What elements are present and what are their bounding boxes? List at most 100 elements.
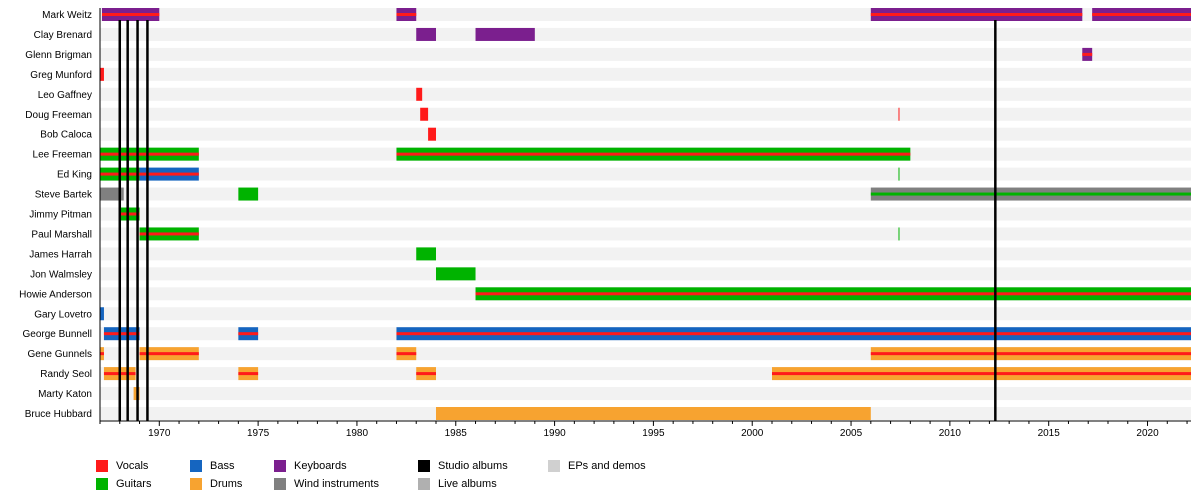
x-tick-label: 1995 [642,428,665,439]
member-bar-stripe [139,232,199,236]
member-name: Clay Brenard [34,30,92,41]
member-name: Glenn Brigman [25,50,92,61]
member-bar-stripe [870,13,1083,16]
legend-swatch [418,478,430,490]
member-name: Paul Marshall [31,229,92,240]
row-background [100,107,1191,121]
member-name: Gary Lovetro [34,309,92,320]
member-name: Gene Gunnels [28,349,93,360]
legend-swatch [274,478,286,490]
legend-item: Wind instruments [274,478,379,490]
member-bar [416,247,436,261]
member-bar-stripe [139,172,199,176]
x-tick-label: 2020 [1136,428,1159,439]
member-bar [435,407,871,420]
member-name: Randy Seol [40,369,92,380]
member-name: Greg Munford [30,70,92,81]
member-bar [100,187,124,201]
row-background [100,267,1191,281]
row-background [100,47,1191,61]
member-bar-stripe [1092,13,1191,16]
member-bar-stripe [101,13,160,16]
member-name: Marty Katon [38,389,92,400]
member-names: Mark Weitz Clay Brenard Glenn Brigman Greg … [19,10,93,420]
member-bar-stripe [238,332,259,336]
member-bar [416,27,436,41]
timeline-chart: Mark Weitz Clay Brenard Glenn Brigman Greg … [19,8,1191,439]
member-name: Leo Gaffney [38,90,92,101]
row-background [100,307,1191,321]
member-bar [238,187,259,201]
member-bars [100,8,1191,420]
member-name: Ed King [57,170,92,181]
legend-item: EPs and demos [548,460,646,472]
member-bar-stripe [238,372,259,376]
legend-swatch [548,460,560,472]
legend-item: Drums [190,478,242,490]
x-tick-label: 2005 [840,428,863,439]
legend-swatch [190,460,202,472]
x-tick-label: 1970 [148,428,171,439]
member-name: Jon Walmsley [30,269,92,280]
legend-label: Keyboards [294,460,347,472]
legend-label: Guitars [116,478,152,490]
member-bar-stripe [771,372,1191,376]
member-bar-stripe [100,152,199,156]
member-bar [100,307,104,321]
member-bar [428,127,436,141]
member-bar-stripe [870,192,1191,196]
member-name: George Bunnell [23,329,93,340]
album-lines [118,20,997,421]
row-background [100,87,1191,101]
legend-label: EPs and demos [568,460,646,472]
x-tick-label: 1990 [543,428,566,439]
member-bar-stripe [475,292,1191,296]
x-tick-label: 1985 [445,428,468,439]
member-name: Bob Caloca [40,130,92,141]
row-background [100,167,1191,181]
member-name: Howie Anderson [19,289,92,300]
row-background [100,387,1191,401]
member-bar-stripe [416,372,436,376]
member-bar-stripe [396,332,1191,336]
member-name: Lee Freeman [33,150,92,161]
legend-item: Guitars [96,478,151,490]
row-background [100,127,1191,141]
legend-label: Drums [210,478,243,490]
member-name: Doug Freeman [25,110,92,121]
member-bar [898,107,900,121]
legend-swatch [190,478,202,490]
legend-swatch [274,460,286,472]
member-bar-stripe [870,352,1191,356]
x-tick-label: 2000 [741,428,764,439]
member-bar [475,27,535,41]
member-bar-stripe [139,352,199,356]
row-background [100,227,1191,241]
member-bar [416,87,423,101]
member-bar-stripe [396,152,911,156]
legend-label: Bass [210,460,235,472]
member-bar [435,267,476,281]
x-tick-label: 2010 [939,428,962,439]
member-bar-stripe [103,332,140,336]
member-name: James Harrah [29,249,92,260]
member-bar-stripe [396,352,417,356]
member-name: Bruce Hubbard [25,409,92,420]
legend-item: Studio albums [418,460,508,472]
member-bar [100,67,104,81]
legend-item: Vocals [96,460,148,472]
legend-swatch [418,460,430,472]
x-tick-label: 1975 [247,428,270,439]
legend-label: Wind instruments [294,478,379,490]
member-bar [898,227,900,241]
member-bar-stripe [119,212,140,216]
legend: Vocals Guitars Bass Drums Keyboards Wind inst… [96,460,796,498]
member-bar [420,107,429,121]
member-name: Mark Weitz [42,10,92,21]
x-axis: 1970 1975 1980 1985 1990 1995 2000 2005 2010 2015… [99,8,1191,439]
member-bar [898,167,900,181]
member-bar-stripe [1082,52,1093,56]
legend-label: Live albums [438,478,497,490]
member-name: Steve Bartek [35,190,93,201]
